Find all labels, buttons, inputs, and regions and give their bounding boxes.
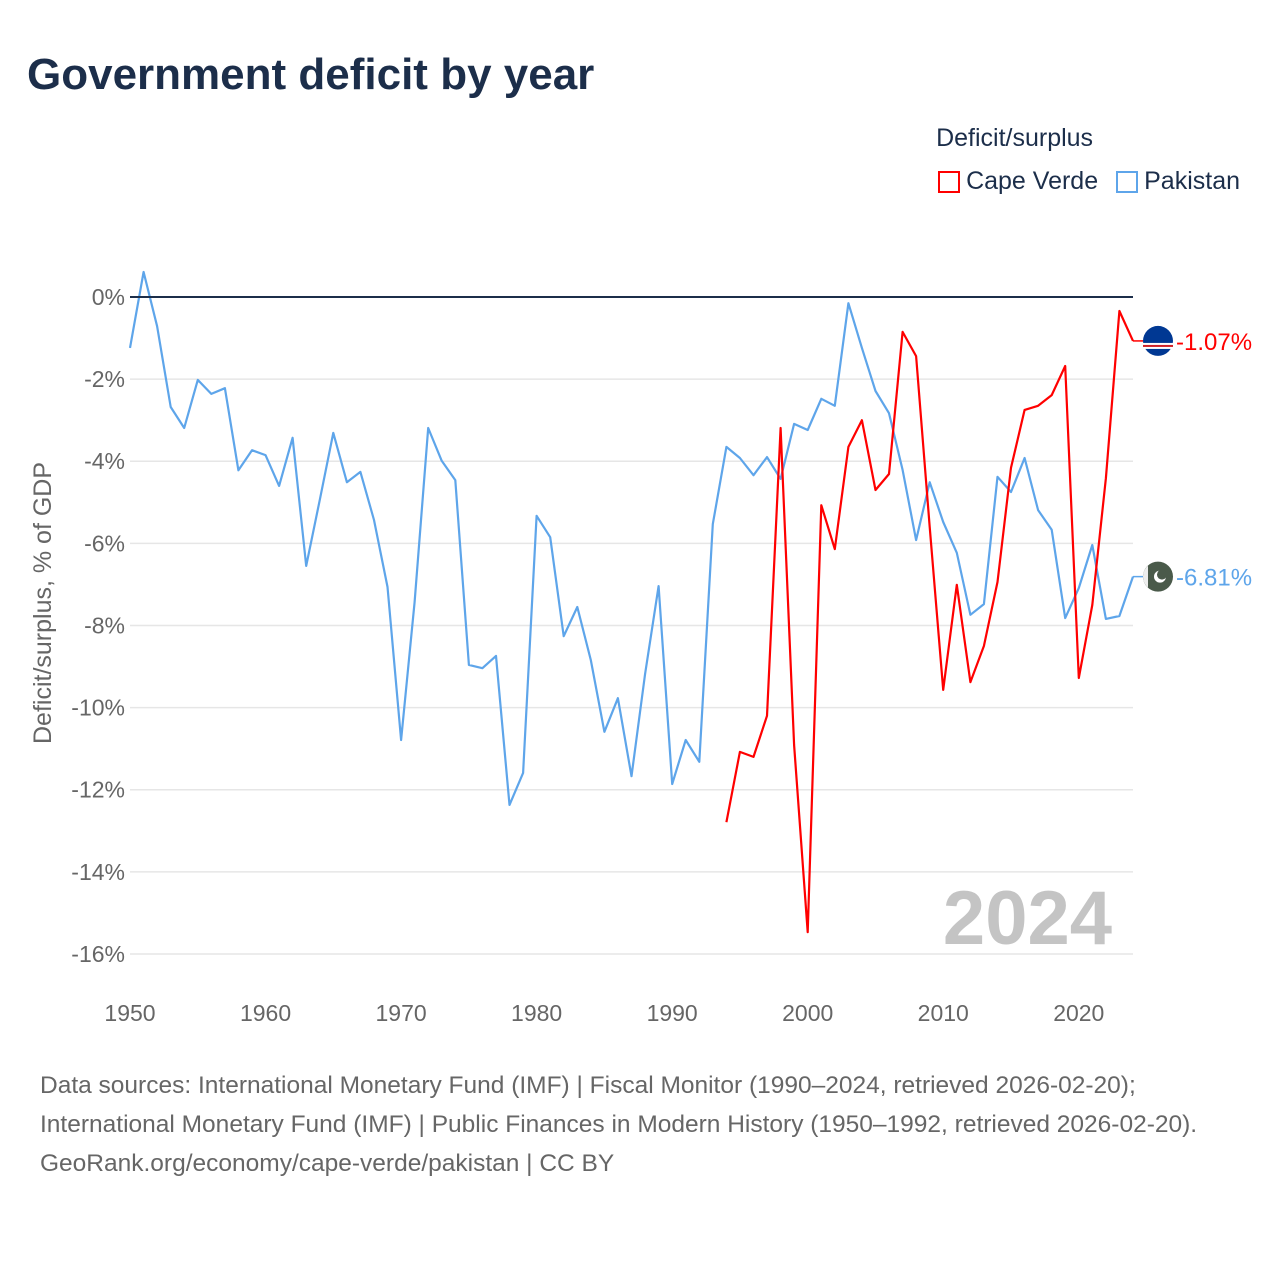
line-chart: 2024 0% -2% -4% -6% -8% -10% -12% -14% -16% 1950… (29, 270, 1252, 1026)
x-tick-label: 2010 (918, 1000, 969, 1026)
grid-lines (130, 378, 1133, 955)
y-tick-label: -14% (71, 859, 125, 885)
legend-label-cape-verde: Cape Verde (966, 167, 1099, 195)
end-value-label: -6.81% (1176, 565, 1252, 592)
y-axis-label: Deficit/surplus, % of GDP (29, 462, 57, 744)
legend-title: Deficit/surplus (936, 124, 1094, 152)
x-tick-label: 1970 (375, 1000, 426, 1026)
x-tick-label: 2020 (1053, 1000, 1104, 1026)
credit-link[interactable]: GeoRank.org/economy/cape-verde/pakistan … (40, 1150, 615, 1177)
series-line-cape-verde[interactable] (725, 309, 1135, 934)
year-watermark: 2024 (943, 876, 1112, 961)
series-line-pakistan[interactable] (128, 270, 1135, 807)
y-tick-label: -4% (84, 448, 125, 474)
x-axis-ticks: 1950 1960 1970 1980 1990 2000 2010 2020 (104, 1000, 1104, 1026)
cape-verde-flag-icon (1143, 325, 1173, 356)
y-tick-label: -6% (84, 530, 125, 556)
y-tick-label: -12% (71, 777, 125, 803)
y-tick-label: 0% (92, 284, 125, 310)
footer: Data sources: International Monetary Fun… (40, 1066, 1240, 1183)
x-tick-label: 1960 (240, 1000, 291, 1026)
y-axis-ticks: 0% -2% -4% -6% -8% -10% -12% -14% -16% (71, 284, 125, 967)
legend-swatch-pakistan (1116, 170, 1139, 193)
series-lines (128, 270, 1135, 934)
x-tick-label: 1950 (104, 1000, 155, 1026)
y-tick-label: -16% (71, 941, 125, 967)
x-tick-label: 2000 (782, 1000, 833, 1026)
legend-item-pakistan[interactable]: Pakistan (1116, 167, 1240, 196)
end-value-label: -1.07% (1176, 329, 1252, 356)
y-tick-label: -2% (84, 366, 125, 392)
legend-item-cape-verde[interactable]: Cape Verde (938, 167, 1098, 196)
legend: Deficit/surplus Cape Verde Pakistan (936, 124, 1240, 196)
end-labels: -1.07% -6.81% (1133, 325, 1252, 592)
x-tick-label: 1980 (511, 1000, 562, 1026)
chart-title: Government deficit by year (27, 50, 595, 99)
y-tick-label: -10% (71, 695, 125, 721)
x-tick-label: 1990 (647, 1000, 698, 1026)
y-tick-label: -8% (84, 612, 125, 638)
data-sources: Data sources: International Monetary Fun… (40, 1072, 1198, 1138)
pakistan-flag-icon (1143, 561, 1173, 592)
legend-swatch-cape-verde (938, 170, 961, 193)
legend-label-pakistan: Pakistan (1144, 167, 1240, 195)
